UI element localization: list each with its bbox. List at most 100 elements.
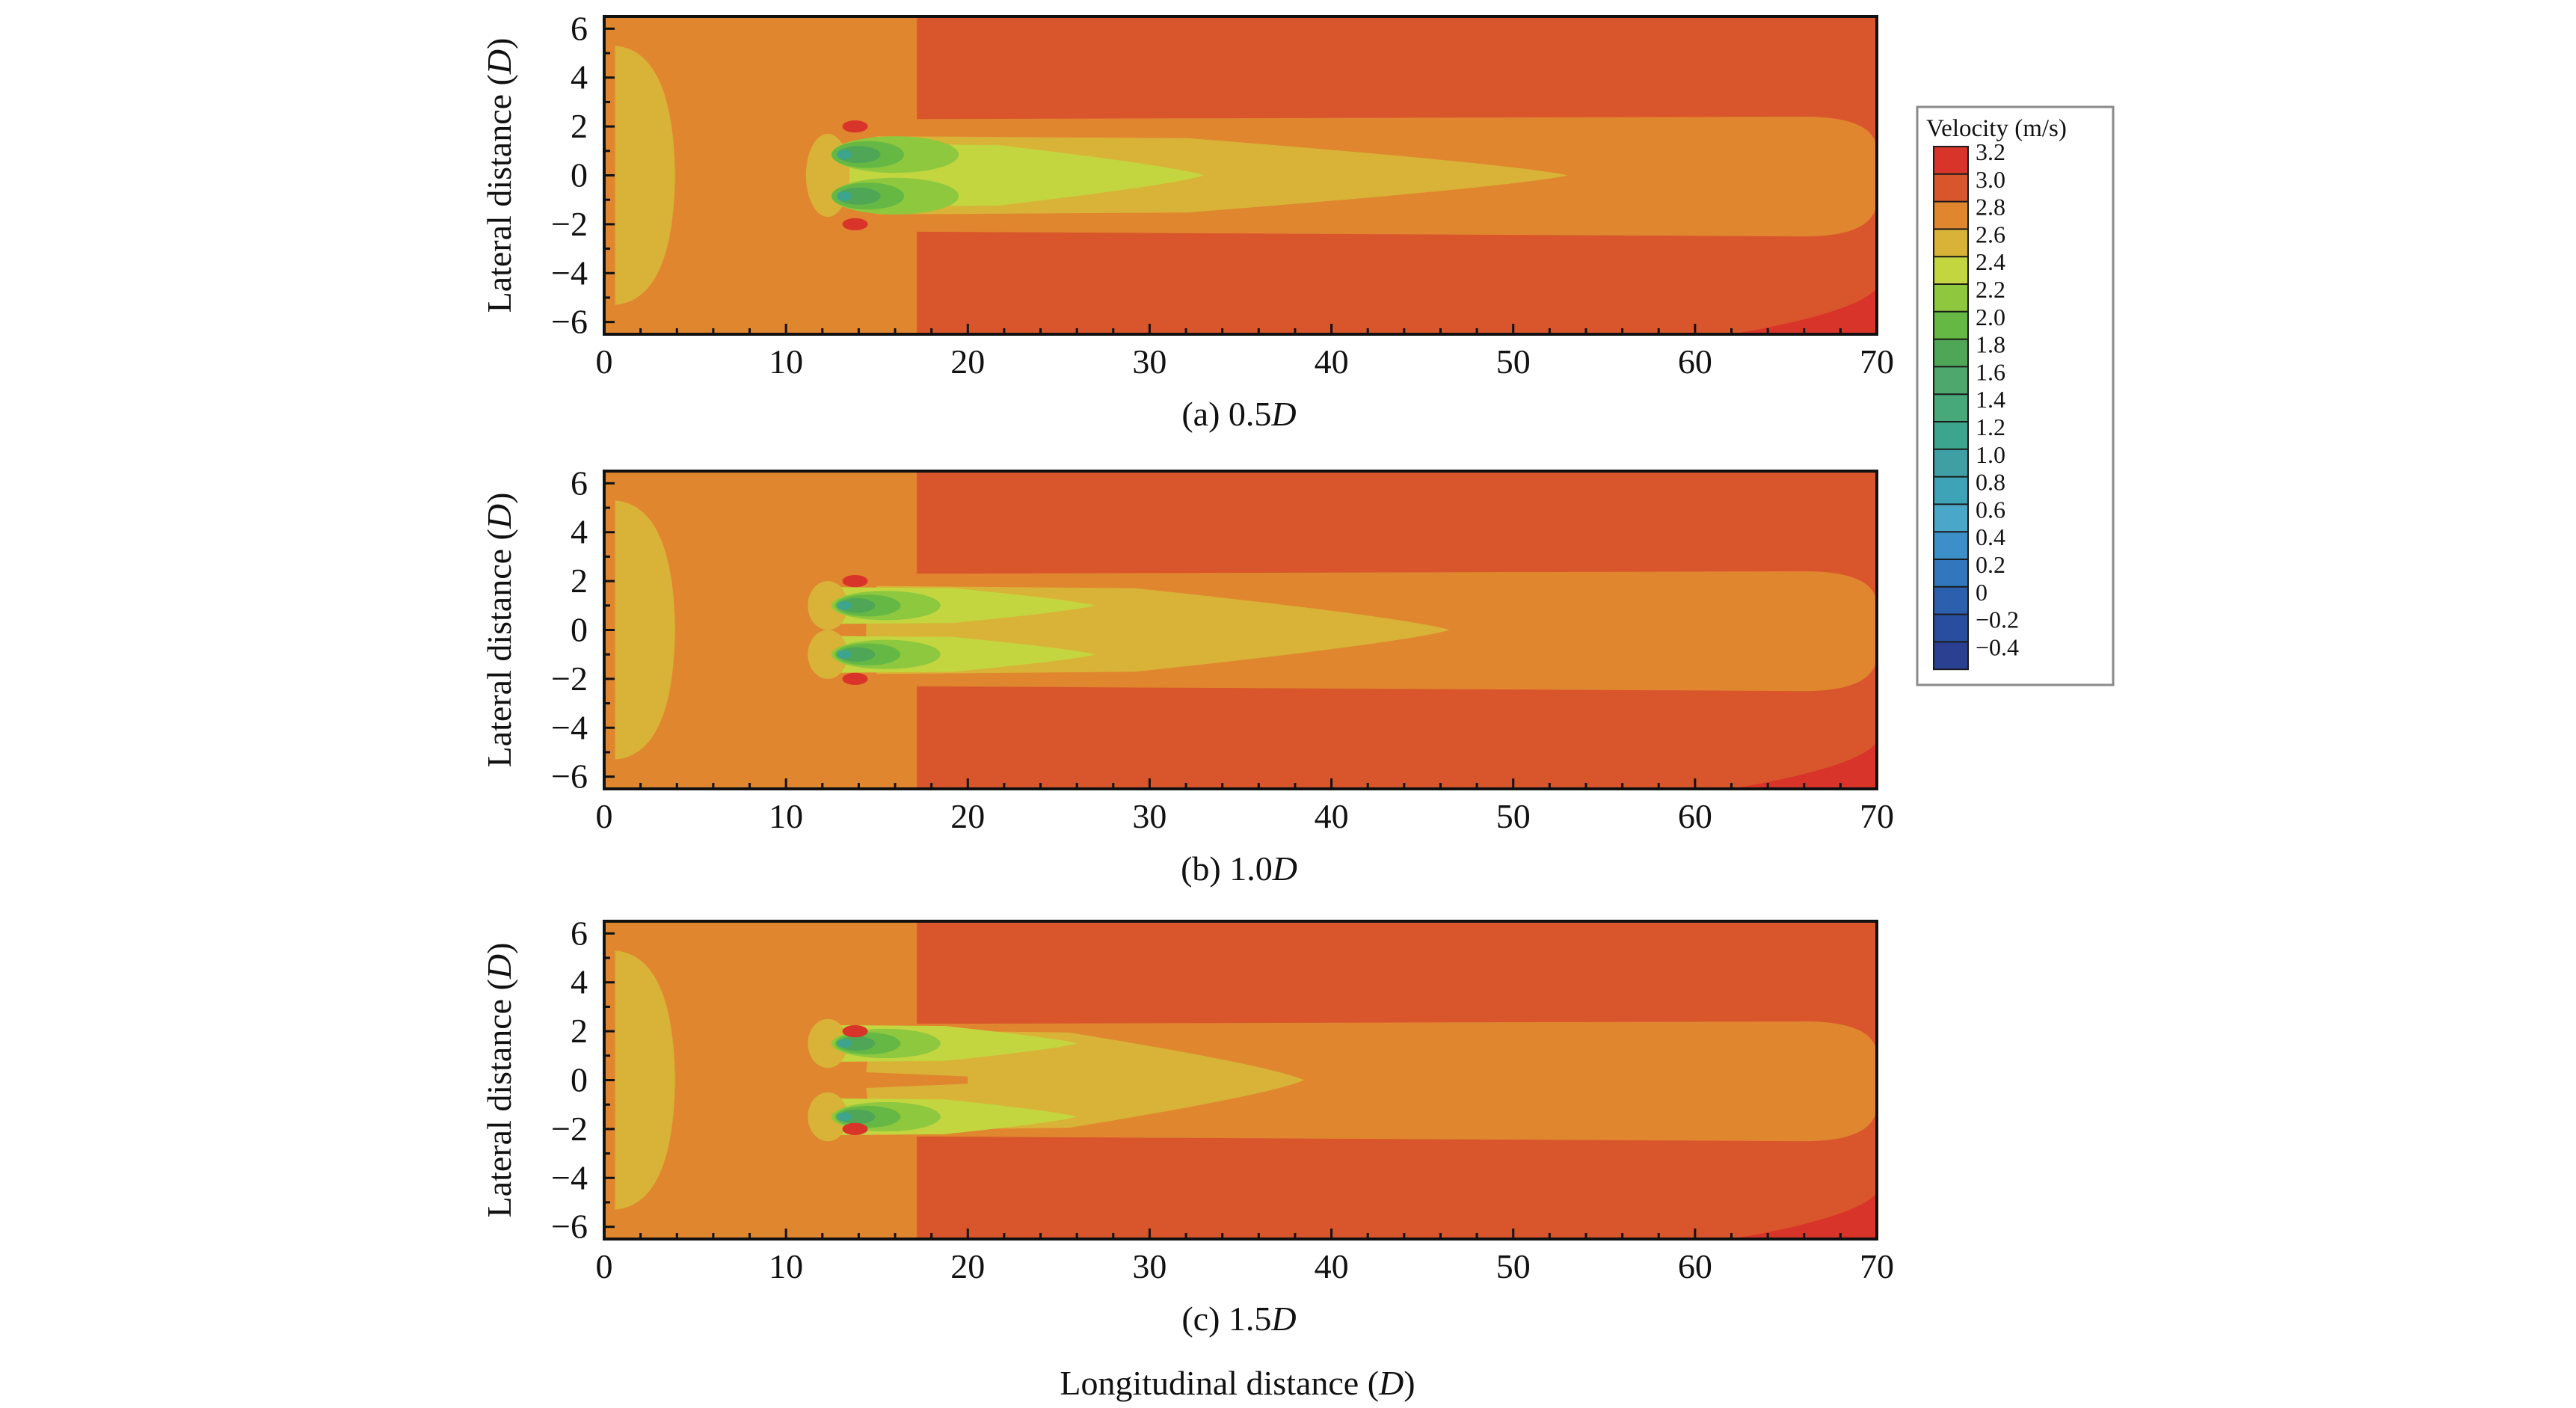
- x-tick-label: 60: [1678, 797, 1712, 835]
- x-tick-label: 60: [1678, 1247, 1712, 1285]
- contour-field: [604, 921, 1877, 1239]
- y-tick-label: 0: [571, 611, 588, 649]
- corner-high-velocity: [1731, 1192, 1877, 1239]
- legend-title: Velocity (m/s): [1926, 115, 2067, 142]
- legend-swatch: [1934, 614, 1968, 642]
- y-tick-label: −2: [551, 1110, 588, 1148]
- pier-wake-core: [837, 150, 852, 160]
- legend-swatch: [1934, 642, 1968, 670]
- velocity-legend: Velocity (m/s) 3.23.02.82.62.42.22.01.81…: [1916, 105, 2115, 686]
- legend-swatch: [1934, 449, 1968, 477]
- x-tick-label: 50: [1496, 342, 1531, 381]
- side-acceleration: [842, 218, 868, 231]
- y-tick-label: −6: [551, 757, 588, 796]
- y-tick-label: −2: [551, 660, 588, 698]
- pier-wake-core: [837, 146, 881, 164]
- pier-wake-core: [837, 1039, 852, 1048]
- pier-front: [808, 630, 848, 679]
- y-tick-label: −4: [551, 708, 588, 746]
- y-tick-label: 6: [571, 9, 588, 47]
- y-tick-label: 2: [571, 562, 588, 600]
- x-tick-label: 0: [596, 1247, 613, 1285]
- x-tick-label: 20: [950, 797, 985, 835]
- x-tick-label: 70: [1860, 797, 1894, 835]
- y-tick-label: 4: [571, 58, 588, 96]
- legend-swatch: [1934, 586, 1968, 615]
- legend-label: −0.4: [1976, 633, 2019, 660]
- legend-bar-frame: [1933, 146, 1969, 671]
- legend-swatch: [1934, 394, 1968, 422]
- y-tick-label: 6: [571, 914, 588, 952]
- y-tick-label: −4: [551, 253, 588, 292]
- y-tick-label: −4: [551, 1158, 588, 1196]
- legend-label: 2.0: [1976, 304, 2005, 331]
- y-tick-label: 2: [571, 1012, 588, 1050]
- inlet-low-velocity-zone: [615, 46, 675, 305]
- pier-front: [808, 581, 848, 630]
- legend-swatch: [1934, 311, 1968, 339]
- panel-caption: (b) 1.0D: [1181, 849, 1297, 888]
- legend-swatch: [1934, 504, 1968, 532]
- legend-swatch: [1934, 476, 1968, 505]
- pier-wake-core: [837, 191, 852, 201]
- side-acceleration: [842, 672, 868, 686]
- contour-field: [604, 16, 1877, 334]
- x-tick-label: 10: [769, 342, 803, 381]
- legend-label: 3.0: [1976, 166, 2005, 193]
- inlet-low-velocity-zone: [615, 950, 675, 1210]
- side-acceleration: [842, 1024, 868, 1038]
- y-tick-label: 6: [571, 464, 588, 502]
- x-tick-label: 70: [1860, 342, 1894, 381]
- legend-swatch: [1934, 559, 1968, 587]
- gap-flow: [847, 1072, 968, 1089]
- side-acceleration: [842, 574, 868, 588]
- y-tick-label: 4: [571, 963, 588, 1001]
- pier-wake-core: [837, 187, 881, 205]
- legend-label: 2.6: [1976, 221, 2005, 248]
- corner-high-velocity: [1731, 742, 1877, 789]
- legend-swatch: [1934, 201, 1968, 230]
- legend-label: 0.8: [1976, 469, 2005, 496]
- legend-swatch: [1934, 366, 1968, 395]
- y-axis-label: Lateral distance (D): [480, 943, 518, 1218]
- y-tick-label: −6: [551, 303, 588, 341]
- x-tick-label: 60: [1678, 342, 1712, 381]
- legend-label: 0.6: [1976, 496, 2005, 523]
- legend-swatch: [1934, 173, 1968, 202]
- legend-label: 0.2: [1976, 551, 2005, 578]
- x-tick-label: 40: [1315, 342, 1349, 381]
- pier-wake-core: [837, 650, 852, 660]
- x-tick-label: 20: [950, 342, 985, 381]
- legend-label: −0.2: [1976, 606, 2019, 633]
- y-tick-label: −6: [551, 1208, 588, 1246]
- legend-label: 1.6: [1976, 358, 2005, 385]
- x-tick-label: 10: [769, 1247, 803, 1285]
- legend-label: 2.4: [1976, 248, 2005, 275]
- x-tick-label: 30: [1132, 342, 1166, 381]
- legend-swatch: [1934, 147, 1968, 174]
- side-acceleration: [842, 1122, 868, 1136]
- corner-high-velocity: [1731, 287, 1877, 334]
- x-tick-label: 40: [1315, 1247, 1349, 1285]
- side-acceleration: [842, 120, 868, 133]
- legend-label: 1.0: [1976, 441, 2005, 468]
- legend-label: 1.4: [1976, 386, 2005, 413]
- x-tick-label: 50: [1496, 797, 1531, 835]
- legend-swatch: [1934, 422, 1968, 449]
- panel-caption: (a) 0.5D: [1181, 395, 1296, 433]
- x-tick-label: 40: [1315, 797, 1349, 835]
- legend-swatch: [1934, 284, 1968, 312]
- pier-wake-core: [837, 1112, 852, 1122]
- x-tick-label: 50: [1496, 1247, 1531, 1285]
- x-tick-label: 70: [1860, 1247, 1894, 1285]
- pier-front: [808, 1092, 848, 1142]
- legend-swatch: [1934, 532, 1968, 559]
- contour-field: [604, 471, 1877, 789]
- x-tick-label: 20: [950, 1247, 985, 1285]
- pier-front: [808, 1018, 848, 1069]
- legend-label: 1.2: [1976, 414, 2005, 440]
